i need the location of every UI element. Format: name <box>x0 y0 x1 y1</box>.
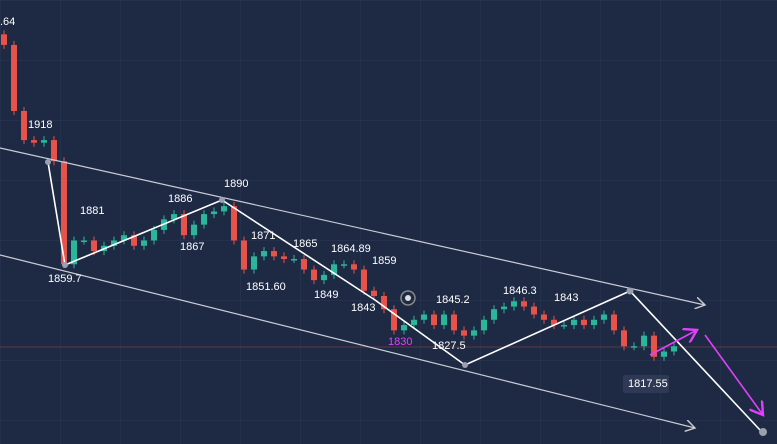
candle <box>581 319 587 326</box>
candle <box>321 274 327 281</box>
candle <box>661 351 667 357</box>
candle <box>531 306 537 315</box>
candle <box>551 319 557 326</box>
candle <box>361 269 367 291</box>
channel-upper <box>0 147 705 305</box>
candle <box>491 309 497 320</box>
candle <box>231 206 237 241</box>
candle <box>81 240 87 242</box>
candle <box>91 240 97 252</box>
candle <box>141 240 147 246</box>
candle <box>471 330 477 336</box>
candle <box>631 346 637 348</box>
candle <box>381 296 387 310</box>
candle <box>201 214 207 225</box>
annotation: .64 <box>0 16 15 28</box>
candle <box>311 269 317 281</box>
candle <box>501 306 507 310</box>
annotation: 1843 <box>554 292 578 304</box>
candle <box>411 319 417 326</box>
candle <box>261 251 267 257</box>
annotation: 1845.2 <box>436 294 470 306</box>
candle <box>431 314 437 326</box>
candle <box>71 240 77 265</box>
candle <box>41 140 47 143</box>
candle <box>461 330 467 336</box>
marker <box>400 290 416 306</box>
candle <box>31 140 37 143</box>
candle <box>251 256 257 270</box>
annotation: 1849 <box>314 289 338 301</box>
annotation: 1865 <box>293 238 317 250</box>
candle <box>561 325 567 327</box>
marker-dot <box>405 295 411 301</box>
annotation: 1843 <box>351 302 375 314</box>
candle <box>511 301 517 307</box>
candle <box>131 235 137 246</box>
annotation: 1864.89 <box>331 243 371 255</box>
candles <box>1 30 677 361</box>
candle <box>641 335 647 347</box>
annotation: 1871 <box>251 230 275 242</box>
candle <box>371 290 377 296</box>
candle <box>111 240 117 246</box>
annotation: 1859 <box>372 255 396 267</box>
candle <box>21 111 27 141</box>
label-box <box>623 375 669 393</box>
candle <box>11 44 17 111</box>
candle <box>341 264 347 266</box>
candle <box>391 309 397 331</box>
candle <box>601 314 607 320</box>
candle <box>301 259 307 270</box>
candle <box>351 264 357 270</box>
forecast-up <box>649 330 697 356</box>
annotation: 1830 <box>388 336 412 348</box>
candle <box>171 214 177 220</box>
candle <box>571 319 577 326</box>
annotation: 1886 <box>168 193 192 205</box>
candle <box>1 34 7 45</box>
candle <box>611 314 617 331</box>
annotations: .64 1918 1859.7 1881 1886 1867 1890 1871 1851.60… <box>0 16 669 393</box>
candle <box>211 211 217 215</box>
candle <box>151 229 157 241</box>
annotation: 1859.7 <box>48 273 82 285</box>
candle <box>61 161 67 265</box>
pivots <box>45 159 767 436</box>
candle <box>281 256 287 259</box>
candle <box>291 259 297 261</box>
candle <box>421 314 427 320</box>
annotation: 1817.55 <box>628 378 668 390</box>
candle <box>331 264 337 275</box>
candle <box>481 319 487 331</box>
annotation: 1890 <box>224 178 248 190</box>
annotation: 1867 <box>180 241 204 253</box>
candle <box>271 251 277 257</box>
candle <box>441 314 447 326</box>
candle <box>241 240 247 270</box>
annotation: 1846.3 <box>503 285 537 297</box>
candle <box>591 319 597 326</box>
candle <box>651 335 657 357</box>
candle <box>401 325 407 331</box>
candle <box>521 301 527 307</box>
candle <box>121 235 127 241</box>
candle <box>621 330 627 347</box>
candle <box>541 314 547 320</box>
annotation: 1851.60 <box>246 281 286 293</box>
forecast-down <box>704 334 763 415</box>
candle <box>221 206 227 212</box>
candle <box>451 314 457 331</box>
annotation: 1827.5 <box>432 340 466 352</box>
candle <box>51 140 57 162</box>
candle <box>181 214 187 236</box>
annotation: 1881 <box>80 205 104 217</box>
candle <box>191 224 197 236</box>
candle <box>671 346 677 352</box>
channel-lower <box>0 254 695 428</box>
annotation: 1918 <box>28 119 52 131</box>
